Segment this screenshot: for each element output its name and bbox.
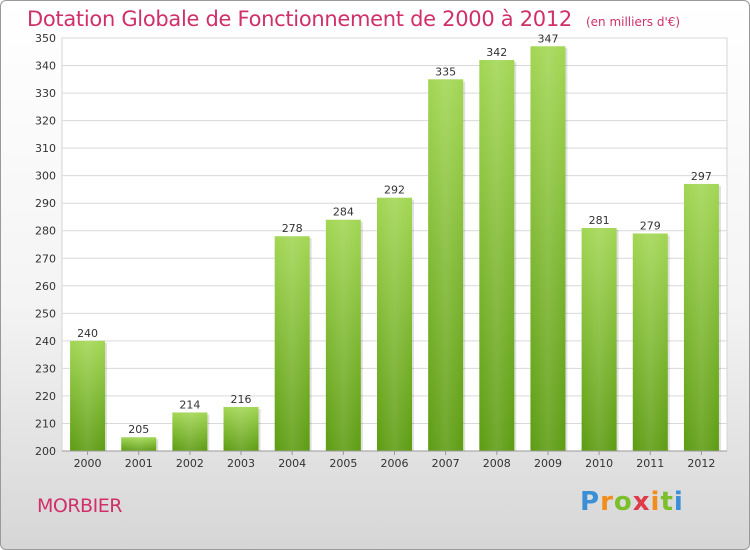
proxiti-logo: Proxiti	[580, 487, 684, 517]
y-tick-label: 260	[35, 280, 56, 293]
x-tick-label-2009: 2009	[534, 457, 562, 470]
y-tick-label: 290	[35, 197, 56, 210]
data-labels: 240 205 214 216 278 284 292 335 342 347 281 279 297	[77, 32, 712, 436]
y-tick-label: 250	[35, 307, 56, 320]
data-label-2009: 347	[537, 32, 558, 45]
data-label-2006: 292	[384, 184, 405, 197]
x-tick-label-2002: 2002	[176, 457, 204, 470]
y-tick-label: 310	[35, 142, 56, 155]
x-tick-label-2007: 2007	[432, 457, 460, 470]
x-tick-label-2004: 2004	[278, 457, 306, 470]
bar-highlight	[581, 227, 617, 451]
x-tick-label-2010: 2010	[585, 457, 613, 470]
x-tick-label-2001: 2001	[125, 457, 153, 470]
x-tick-label-2012: 2012	[687, 457, 715, 470]
bars	[70, 46, 721, 452]
bar-highlight	[632, 233, 668, 451]
data-label-2011: 279	[640, 219, 661, 232]
bar-highlight	[223, 406, 259, 451]
data-label-2008: 342	[486, 46, 507, 59]
commune-name: MORBIER	[37, 495, 122, 517]
bar-highlight	[530, 46, 566, 451]
bar-highlight	[377, 197, 412, 451]
chart-title: Dotation Globale de Fonctionnement de 20…	[27, 7, 680, 31]
data-label-2012: 297	[691, 170, 712, 183]
data-label-2010: 281	[589, 214, 610, 227]
data-label-2001: 205	[128, 423, 149, 436]
y-tick-label: 300	[35, 170, 56, 183]
chart-title-text: Dotation Globale de Fonctionnement de 20…	[27, 7, 572, 31]
y-tick-label: 210	[35, 417, 56, 430]
x-tick-label-2000: 2000	[74, 457, 102, 470]
x-tick-label-2005: 2005	[329, 457, 357, 470]
data-label-2003: 216	[231, 393, 252, 406]
y-tick-label: 320	[35, 115, 56, 128]
data-label-2007: 335	[435, 65, 456, 78]
x-axis-ticks: 2000 2001 2002 2003 2004 2005 2006 2007 2008 2009…	[74, 451, 715, 470]
y-tick-label: 350	[35, 32, 56, 45]
y-tick-label: 230	[35, 362, 56, 375]
x-tick-label-2003: 2003	[227, 457, 255, 470]
bar-highlight	[479, 60, 515, 451]
x-tick-label-2006: 2006	[381, 457, 409, 470]
bar-highlight	[325, 219, 361, 451]
chart-unit: (en milliers d'€)	[585, 15, 681, 29]
data-label-2004: 278	[282, 222, 303, 235]
y-tick-label: 270	[35, 252, 56, 265]
data-label-2005: 284	[333, 206, 354, 219]
bar-highlight	[70, 340, 106, 451]
data-label-2002: 214	[179, 398, 200, 411]
data-label-2000: 240	[77, 327, 98, 340]
bar-highlight	[121, 437, 157, 451]
bar-highlight	[428, 79, 464, 452]
y-tick-label: 240	[35, 335, 56, 348]
x-tick-label-2011: 2011	[636, 457, 664, 470]
bar-highlight	[683, 183, 719, 451]
x-tick-label-2008: 2008	[483, 457, 511, 470]
y-tick-label: 200	[35, 445, 56, 458]
y-tick-label: 280	[35, 225, 56, 238]
y-tick-label: 330	[35, 87, 56, 100]
bar-highlight	[172, 412, 208, 451]
y-tick-label: 340	[35, 60, 56, 73]
y-tick-label: 220	[35, 390, 56, 403]
bar-highlight	[274, 236, 310, 451]
y-axis-ticks: 200 210 220 230 240 250 260 270 280 290 300 310 320 3…	[35, 32, 56, 458]
